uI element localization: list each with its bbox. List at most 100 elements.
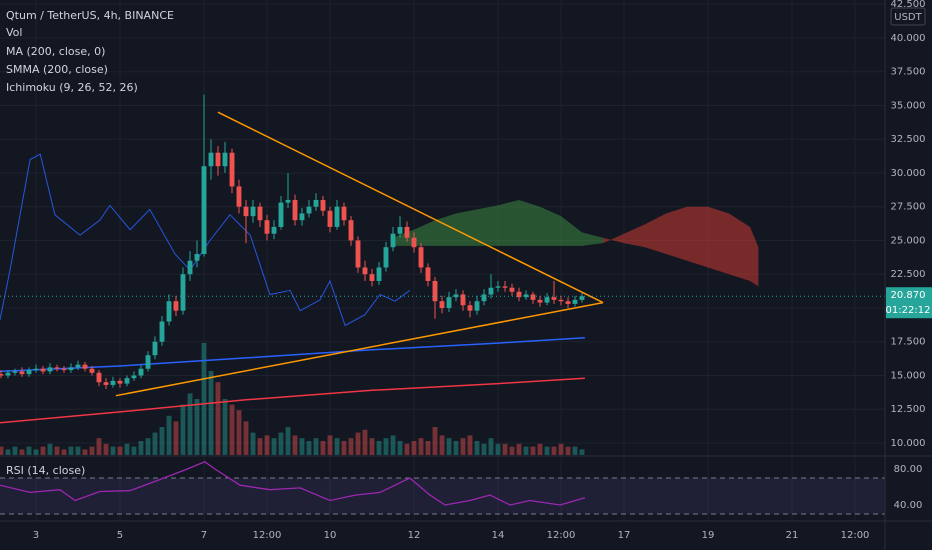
candle-body [383, 247, 389, 268]
volume-bar [411, 441, 417, 455]
candle-body [348, 220, 354, 241]
volume-bar [12, 446, 18, 455]
candle-body [152, 341, 158, 356]
cloud-segment [666, 206, 688, 261]
volume-bar [292, 435, 298, 455]
rsi-band [0, 477, 885, 514]
candle-body [425, 267, 431, 281]
volume-bar [537, 443, 543, 455]
y-tick-label: 40.000 [891, 33, 926, 44]
y-tick-label: 17.500 [891, 337, 926, 348]
volume-bar [341, 441, 347, 455]
x-tick-label: 5 [117, 530, 123, 541]
volume-bar [313, 438, 319, 455]
cloud-segment [582, 232, 604, 246]
volume-bar [33, 449, 39, 455]
volume-bar [495, 443, 501, 455]
volume-bar [481, 443, 487, 455]
candle-body [194, 253, 200, 261]
candle-body [264, 220, 270, 234]
candle-body [467, 305, 473, 311]
volume-bar [579, 449, 585, 455]
candle-body [327, 210, 333, 227]
candle-body [215, 152, 221, 167]
candle-body [138, 368, 144, 376]
candle-body [362, 267, 368, 275]
volume-bar [201, 343, 207, 455]
candle-body [250, 206, 256, 217]
candle-body [40, 368, 46, 372]
candle-body [369, 274, 375, 281]
volume-bar [0, 446, 4, 455]
cloud-segment [624, 224, 646, 248]
volume-bar [257, 438, 263, 455]
volume-bar [551, 446, 557, 455]
y-tick-label: 22.500 [891, 269, 926, 280]
volume-bar [138, 441, 144, 455]
volume-bar [369, 438, 375, 455]
x-tick-label: 12 [408, 530, 421, 541]
volume-bar [152, 432, 158, 455]
legend-smma: SMMA (200, close) [6, 63, 108, 76]
candle-body [572, 299, 578, 304]
volume-bar [208, 371, 214, 455]
candle-body [495, 286, 501, 288]
trendline [217, 111, 604, 304]
candle-body [418, 247, 424, 268]
trendline [115, 301, 604, 397]
candle-body [54, 367, 60, 369]
candle-body [446, 297, 452, 308]
candle-body [243, 206, 249, 217]
x-tick-label: 12:00 [547, 530, 576, 541]
volume-bar [54, 446, 60, 455]
candle-body [460, 294, 466, 306]
currency-box[interactable] [890, 7, 926, 26]
volume-bar [530, 446, 536, 455]
volume-bar [103, 443, 109, 455]
candle-body [75, 364, 81, 368]
volume-bar [166, 415, 172, 455]
candle-body [488, 287, 494, 295]
candle-body [173, 301, 179, 311]
candle-body [180, 274, 186, 311]
volume-bar [390, 435, 396, 455]
x-tick-label: 10 [324, 530, 337, 541]
y-tick-label: 42.500 [891, 0, 926, 10]
volume-bar [509, 446, 515, 455]
volume-bar [376, 441, 382, 455]
volume-bar [523, 446, 529, 455]
candle-body [166, 301, 172, 322]
candle-body [187, 260, 193, 275]
volume-bar [117, 446, 123, 455]
volume-bar [222, 399, 228, 455]
candle-body [411, 237, 417, 248]
candle-body [61, 368, 67, 371]
candle-body [439, 301, 445, 308]
cloud-segment [687, 206, 709, 268]
y-tick-label: 10.000 [891, 438, 926, 449]
candle-body [523, 294, 529, 298]
volume-bar [572, 446, 578, 455]
cloud-segment [603, 233, 625, 244]
last-price-label: 20.870 [891, 290, 926, 301]
cloud-segment [750, 226, 759, 287]
candle-body [0, 374, 4, 376]
volume-bar [271, 438, 277, 455]
candle-body [432, 280, 438, 302]
volume-bar [131, 446, 137, 455]
volume-bar [439, 435, 445, 455]
volume-bar [96, 438, 102, 455]
currency-label[interactable]: USDT [894, 12, 922, 23]
x-tick-label: 7 [201, 530, 207, 541]
legend-ma: MA (200, close, 0) [6, 45, 105, 58]
rsi-tick-label: 40.00 [894, 500, 923, 511]
candle-body [257, 206, 263, 221]
volume-bar [299, 438, 305, 455]
volume-bar [565, 446, 571, 455]
candle-body [271, 226, 277, 234]
cloud-segment [519, 199, 541, 246]
candle-body [390, 233, 396, 248]
volume-bar [61, 449, 67, 455]
candle-body [299, 213, 305, 221]
